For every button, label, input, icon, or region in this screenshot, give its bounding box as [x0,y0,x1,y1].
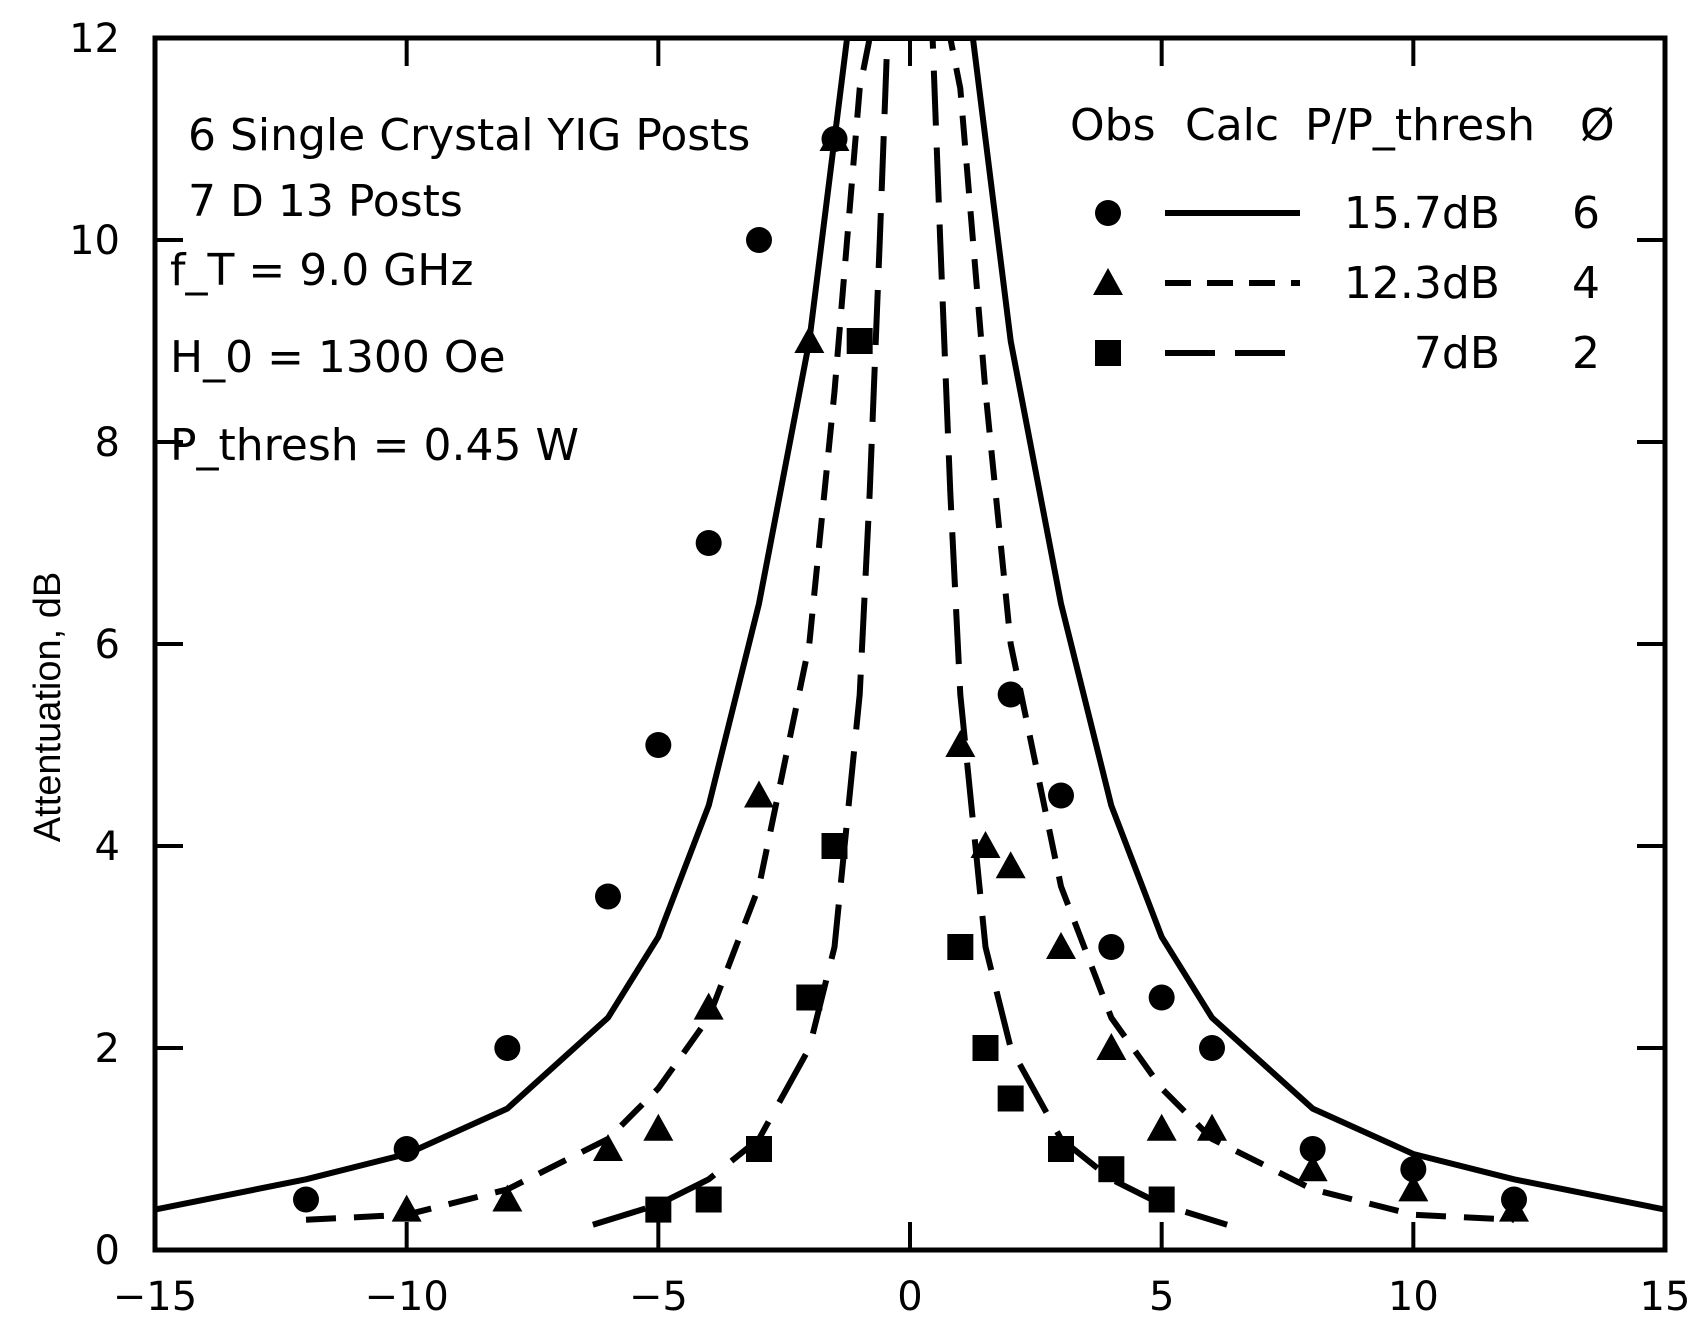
obs-point-square [1148,1186,1175,1213]
obs-point-triangle [945,730,976,757]
obs-point-triangle [995,851,1026,879]
x-tick-label: 5 [1149,1274,1174,1320]
obs-point-square [695,1186,722,1213]
obs-point-square [746,1136,772,1162]
obs-point-square [796,984,823,1011]
obs-point-circle [1148,984,1175,1011]
obs-point-circle [1299,1136,1326,1162]
y-axis-label: Attentuation, dB [27,572,69,842]
annotation-line-1: 6 Single Crystal YIG Posts [188,110,750,161]
obs-point-triangle [744,780,774,808]
y-tick-label: 10 [69,218,120,264]
x-tick-label: 10 [1388,1274,1439,1320]
calculated-curves-group [155,38,1665,1228]
legend-marker-triangle [1093,268,1123,295]
legend-ratio-3: 7dB [1414,328,1500,379]
obs-point-circle [293,1186,319,1213]
axis-ticks-group: −15 −10 −5 0 5 10 15 0 2 4 6 8 10 12 [69,16,1690,1320]
x-tick-label: −15 [113,1274,197,1320]
obs-point-circle [1199,1035,1225,1061]
legend-marker-circle [1095,200,1121,226]
y-tick-label: 2 [95,1026,120,1072]
calc-curve-6 [155,38,1665,1213]
obs-point-triangle [1146,1113,1177,1141]
x-tick-label: 0 [897,1274,922,1320]
obs-point-triangle [1197,1113,1227,1141]
annotation-block: 6 Single Crystal YIG Posts 7 D 13 Posts … [170,110,750,471]
y-tick-label: 12 [69,16,120,62]
obs-point-triangle [643,1113,674,1141]
legend-marker-square [1095,340,1121,366]
x-tick-label: −10 [364,1274,448,1320]
obs-point-triangle [492,1184,523,1212]
annotation-line-4: H_0 = 1300 Oe [170,332,506,383]
legend-phi-2: 4 [1572,258,1600,309]
annotation-line-5: P_thresh = 0.45 W [170,420,579,471]
obs-point-triangle [693,992,724,1020]
obs-point-circle [393,1136,420,1162]
obs-point-circle [595,883,621,910]
obs-point-triangle [1499,1194,1529,1222]
x-tick-label: 15 [1640,1274,1691,1320]
legend-header-ratio: P/P_thresh [1305,100,1535,151]
obs-point-triangle [1398,1174,1429,1202]
obs-point-circle [997,681,1024,708]
obs-point-circle [1098,934,1125,960]
obs-point-circle [1400,1156,1427,1183]
legend-header-calc: Calc [1185,100,1279,151]
obs-point-triangle [391,1194,422,1222]
annotation-line-2: 7 D 13 Posts [188,176,463,227]
obs-point-triangle [819,124,850,151]
obs-point-triangle [794,326,825,353]
legend-phi-3: 2 [1572,328,1600,379]
obs-point-triangle [1046,932,1076,959]
obs-point-triangle [1297,1154,1328,1182]
legend-ratio-1: 15.7dB [1344,188,1500,239]
obs-point-square [972,1035,999,1061]
obs-point-circle [746,227,772,253]
obs-point-triangle [1096,1033,1127,1060]
obs-point-circle [1048,782,1074,809]
obs-point-square [997,1085,1024,1112]
calc-curve-4 [305,38,1515,1223]
obs-point-circle [494,1035,521,1061]
observed-markers-group [293,124,1529,1223]
annotation-line-3: f_T = 9.0 GHz [170,245,473,296]
obs-point-square [645,1196,672,1223]
legend-header-obs: Obs [1070,100,1156,151]
y-tick-label: 6 [95,622,120,668]
y-tick-label: 8 [95,420,120,466]
obs-point-triangle [970,831,1001,858]
y-tick-label: 4 [95,824,120,870]
calc-curve-2 [592,38,1228,1228]
obs-point-circle [645,732,672,758]
obs-point-square [821,833,848,859]
legend-ratio-2: 12.3dB [1344,258,1500,309]
obs-point-square [846,328,873,354]
obs-point-square [1048,1136,1074,1162]
legend-header-phi: Ø [1580,100,1615,151]
legend-phi-1: 6 [1572,188,1600,239]
obs-point-triangle [593,1134,623,1161]
obs-point-square [947,934,974,960]
y-tick-label: 0 [95,1228,120,1274]
obs-point-square [1098,1156,1125,1183]
obs-point-circle [695,530,722,556]
x-tick-label: −5 [629,1274,688,1320]
legend: Obs Calc P/P_thresh Ø 15.7dB 6 12.3dB 4 … [1070,100,1615,379]
